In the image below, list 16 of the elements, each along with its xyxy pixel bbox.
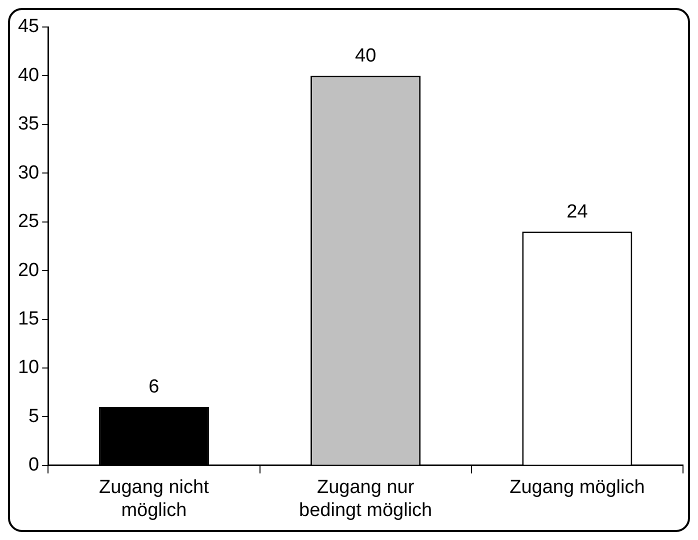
y-tick-label: 45 <box>18 16 40 38</box>
data-label: 24 <box>566 201 588 222</box>
y-tick-label: 10 <box>18 357 40 378</box>
data-label: 40 <box>354 45 376 66</box>
y-tick-label: 0 <box>28 454 40 476</box>
y-tick-label: 20 <box>18 260 40 281</box>
y-tick-label: 25 <box>18 211 40 232</box>
y-tick-label: 5 <box>28 406 40 427</box>
y-tick-label: 30 <box>18 162 40 184</box>
x-tick-label: Zugang nicht möglich <box>99 477 210 521</box>
y-tick-label: 40 <box>18 64 40 86</box>
y-tick-label: 35 <box>18 114 40 135</box>
x-tick-label: Zugang möglich <box>510 477 645 498</box>
x-tick-label: Zugang nur bedingt möglich <box>299 477 432 521</box>
y-tick-label: 15 <box>18 308 40 330</box>
data-label: 6 <box>148 376 160 398</box>
